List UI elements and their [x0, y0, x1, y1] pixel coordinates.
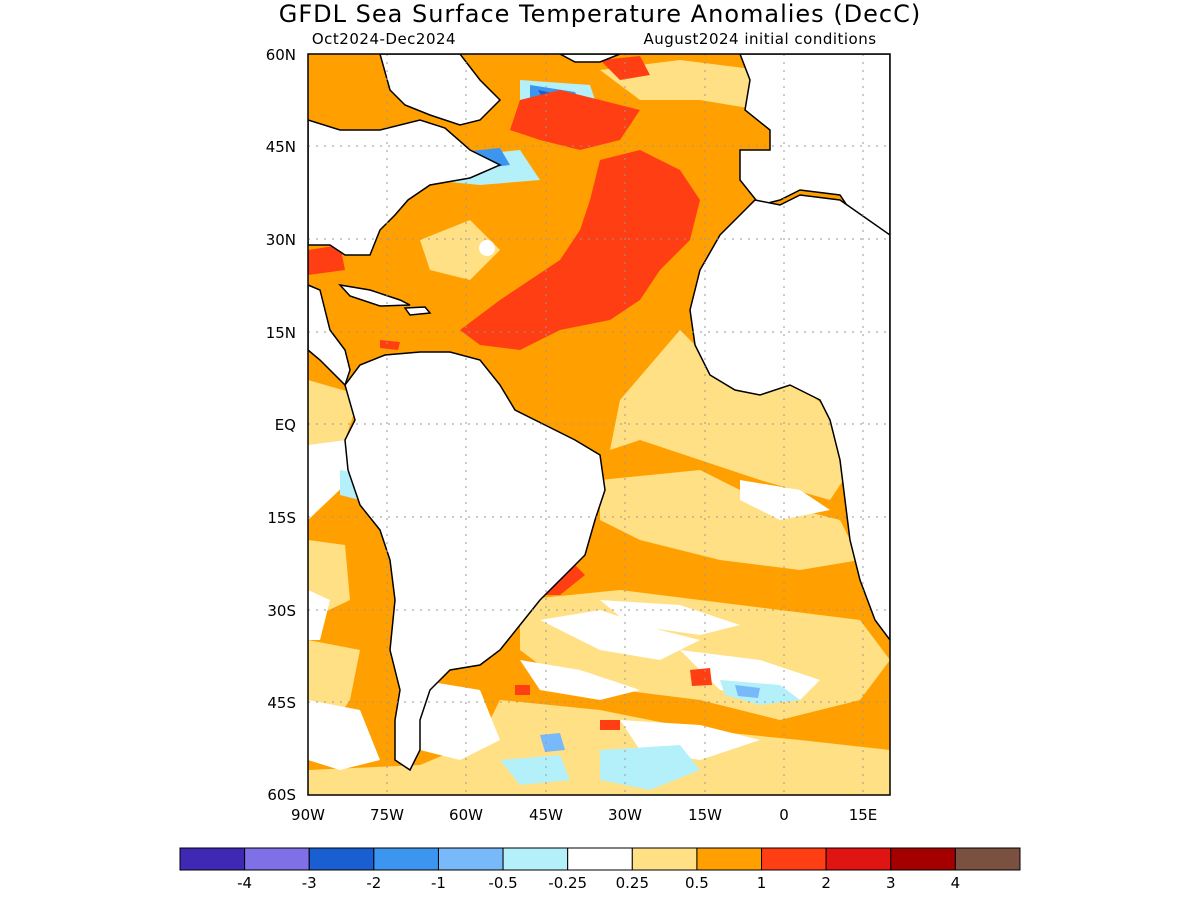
colorbar-label: -0.5: [488, 874, 517, 892]
colorbar-swatch: [244, 847, 310, 871]
colorbar-swatch: [567, 847, 633, 871]
colorbar-swatch: [825, 847, 892, 871]
map-gridlines: [308, 54, 890, 795]
colorbar-label: 1: [757, 874, 767, 892]
colorbar-swatch: [308, 847, 375, 871]
south-america-land: [344, 351, 606, 772]
lon-label: 0: [779, 806, 789, 824]
latitude-labels: 60N 45N 30N 15N EQ 15S 30S 45S 60S: [266, 46, 296, 804]
forecast-period-label: Oct2024-Dec2024: [312, 30, 456, 48]
cuba-island: [337, 283, 411, 307]
lat-label: 60S: [267, 786, 296, 804]
colorbar-label: -3: [302, 874, 317, 892]
figure-title: GFDL Sea Surface Temperature Anomalies (…: [279, 0, 922, 28]
lat-label: EQ: [275, 416, 296, 434]
lat-label: 45S: [267, 694, 296, 712]
lat-label: 30S: [267, 602, 296, 620]
lat-label: 30N: [266, 231, 296, 249]
colorbar-swatch: [179, 847, 246, 871]
central-america-land: [308, 284, 351, 387]
lat-label: 60N: [266, 46, 296, 64]
lon-label: 30W: [608, 806, 642, 824]
colorbar-label: -1: [431, 874, 446, 892]
lat-label: 45N: [266, 138, 296, 156]
lon-label: 45W: [529, 806, 563, 824]
colorbar-swatch: [631, 847, 698, 871]
colorbar-label: -4: [237, 874, 252, 892]
colorbar-label: -0.25: [548, 874, 587, 892]
lon-label: 15W: [688, 806, 722, 824]
lat-label: 15N: [266, 324, 296, 342]
colorbar-swatch: [954, 847, 1021, 871]
colorbar-swatch: [761, 847, 827, 871]
colorbar-label: 3: [886, 874, 896, 892]
colorbar-swatch: [437, 847, 504, 871]
colorbar-swatch: [502, 847, 569, 871]
lon-label: 60W: [449, 806, 483, 824]
colorbar-label: 0.25: [616, 874, 649, 892]
lon-label: 15E: [849, 806, 878, 824]
northeast-canada-land: [379, 54, 502, 126]
lat-label: 15S: [267, 509, 296, 527]
colorbar-swatch: [696, 847, 763, 871]
colorbar-label: -2: [366, 874, 381, 892]
map-panel: [308, 54, 890, 795]
colorbar-label: 4: [951, 874, 961, 892]
initial-conditions-label: August2024 initial conditions: [643, 30, 876, 48]
north-america-land: [308, 119, 502, 256]
map-frame: [307, 53, 891, 796]
colorbar-swatch: [890, 847, 956, 871]
longitude-labels: 90W 75W 60W 45W 30W 15W 0 15E: [291, 806, 877, 824]
colorbar: -4 -3 -2 -1 -0.5 -0.25 0.25 0.5 1 2 3 4: [179, 847, 1021, 892]
anomaly-band-near-zero: [308, 240, 830, 770]
lon-label: 75W: [370, 806, 404, 824]
africa-land: [689, 194, 890, 642]
lon-label: 90W: [291, 806, 325, 824]
greenland-land: [559, 54, 621, 63]
hispaniola-island: [403, 306, 432, 316]
colorbar-label: 2: [821, 874, 831, 892]
land-masses: [308, 54, 890, 772]
colorbar-swatch: [373, 847, 439, 871]
colorbar-label: 0.5: [685, 874, 709, 892]
